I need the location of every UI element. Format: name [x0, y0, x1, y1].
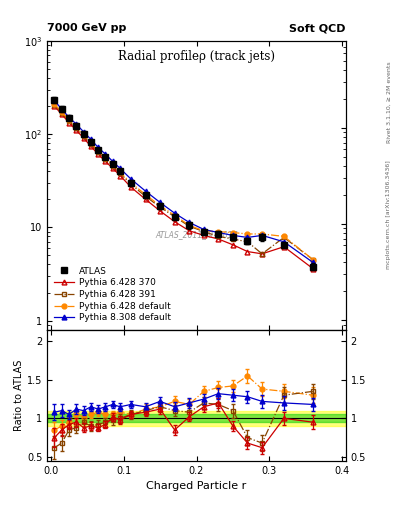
Text: ATLAS_2011_I919017: ATLAS_2011_I919017	[155, 230, 238, 239]
Bar	[47, 415, 346, 422]
Text: Radial profileρ (track jets): Radial profileρ (track jets)	[118, 50, 275, 62]
Text: 7000 GeV pp: 7000 GeV pp	[47, 23, 127, 33]
Legend: ATLAS, Pythia 6.428 370, Pythia 6.428 391, Pythia 6.428 default, Pythia 8.308 de: ATLAS, Pythia 6.428 370, Pythia 6.428 39…	[51, 264, 173, 325]
Bar	[47, 411, 346, 426]
X-axis label: Charged Particle r: Charged Particle r	[146, 481, 247, 491]
Y-axis label: Ratio to ATLAS: Ratio to ATLAS	[14, 359, 24, 431]
Text: mcplots.cern.ch [arXiv:1306.3436]: mcplots.cern.ch [arXiv:1306.3436]	[386, 161, 391, 269]
Text: Rivet 3.1.10, ≥ 2M events: Rivet 3.1.10, ≥ 2M events	[386, 61, 391, 143]
Text: Soft QCD: Soft QCD	[289, 23, 346, 33]
